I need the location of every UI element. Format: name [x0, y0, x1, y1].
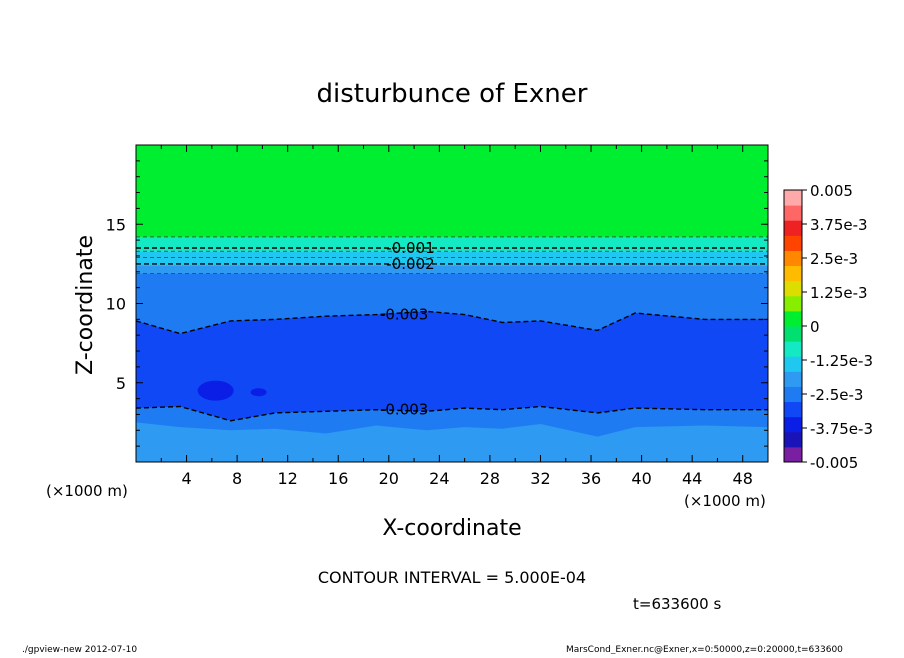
footer-left: ./gpview-new 2012-07-10 [22, 645, 137, 654]
blob-0 [197, 380, 234, 401]
colorbar-label-1: 3.75e-3 [810, 216, 868, 234]
footer-right: MarsCond_Exner.nc@Exner,x=0:50000,z=0:20… [566, 645, 843, 654]
colorbar-cell-8 [784, 326, 802, 342]
x-tick-label-28: 28 [480, 469, 500, 488]
x-tick-label-36: 36 [581, 469, 601, 488]
colorbar-cell-7 [784, 341, 802, 357]
x-tick-label-24: 24 [429, 469, 449, 488]
plot-area [136, 145, 768, 462]
y-axis-label: Z-coordinate [73, 235, 98, 375]
colorbar-label-3: 1.25e-3 [810, 284, 868, 302]
contour-interval-text: CONTOUR INTERVAL = 5.000E-04 [318, 568, 586, 587]
colorbar-cell-12 [784, 265, 802, 282]
colorbar-cell-14 [784, 235, 802, 251]
colorbar-cell-10 [784, 295, 802, 312]
x-tick-label-32: 32 [530, 469, 550, 488]
y-unit-label: (×1000 m) [46, 482, 128, 500]
colorbar-cell-17 [784, 190, 802, 206]
colorbar: 0.005 3.75e-3 2.5e-3 1.25e-3 0 -1.25e-3 -2.5e-… [783, 182, 873, 472]
x-tick-label-20: 20 [379, 469, 399, 488]
contour-label-2: -0.003 [380, 306, 428, 324]
contour-label-1: -0.002 [386, 255, 434, 273]
colorbar-cell-13 [784, 250, 802, 267]
colorbar-cell-2 [784, 416, 802, 433]
time-text: t=633600 s [633, 595, 721, 613]
x-tick-label-16: 16 [328, 469, 348, 488]
x-tick-label-48: 48 [733, 469, 753, 488]
colorbar-cell-9 [784, 310, 802, 327]
colorbar-cell-1 [784, 431, 802, 448]
blob-1 [250, 388, 267, 397]
colorbar-label-5: -1.25e-3 [810, 352, 873, 370]
contour-label-0: -0.001 [386, 239, 434, 257]
colorbar-cell-3 [784, 401, 802, 418]
x-tick-label-12: 12 [278, 469, 298, 488]
y-tick-label-5: 5 [116, 374, 126, 393]
region-0 [136, 145, 768, 237]
colorbar-cell-16 [784, 205, 802, 221]
x-tick-label-44: 44 [682, 469, 702, 488]
region-2 [136, 251, 768, 266]
region-3 [136, 265, 768, 274]
contour-label-text-3: -0.003 [380, 401, 428, 419]
colorbar-label-7: -3.75e-3 [810, 420, 873, 438]
colorbar-cell-11 [784, 280, 802, 297]
contour-label-3: -0.003 [380, 401, 428, 419]
x-tick-label-8: 8 [232, 469, 242, 488]
chart-title: disturbunce of Exner [317, 79, 588, 109]
colorbar-label-6: -2.5e-3 [810, 386, 863, 404]
colorbar-cell-4 [784, 386, 802, 403]
contour-label-text-2: -0.003 [380, 306, 428, 324]
y-tick-label-15: 15 [106, 215, 126, 234]
contour-label-text-1: -0.002 [386, 255, 434, 273]
colorbar-cell-0 [784, 446, 802, 463]
x-tick-label-4: 4 [181, 469, 191, 488]
inner-band [136, 311, 768, 421]
colorbar-label-8: -0.005 [810, 454, 858, 472]
contour-line-3 [135, 405, 768, 422]
x-tick-label-40: 40 [631, 469, 651, 488]
colorbar-cell-15 [784, 220, 802, 236]
colorbar-label-2: 2.5e-3 [810, 250, 858, 268]
colorbar-cell-6 [784, 356, 802, 372]
lowest-band [136, 422, 768, 462]
contour-label-text-0: -0.001 [386, 239, 434, 257]
contour-line-2 [135, 310, 768, 335]
contour-lines: -0.001-0.002 -0.003 -0.003 [135, 236, 768, 422]
colorbar-label-0: 0.005 [810, 182, 853, 200]
x-unit-label: (×1000 m) [684, 492, 766, 510]
region-1 [136, 236, 768, 252]
x-axis-label: X-coordinate [382, 516, 521, 541]
colorbar-label-4: 0 [810, 318, 820, 336]
colorbar-cell-5 [784, 371, 802, 387]
y-tick-label-10: 10 [106, 295, 126, 314]
